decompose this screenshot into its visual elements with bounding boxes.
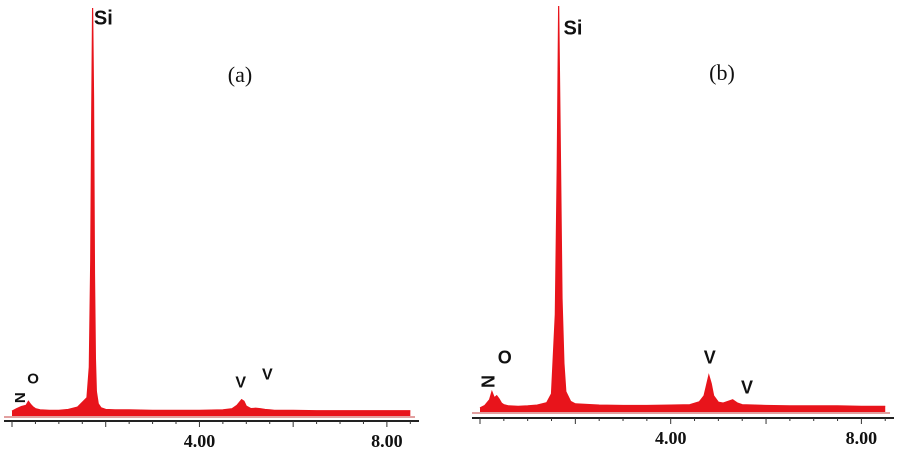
panel-label-b: (b) xyxy=(709,60,735,85)
chart-b: 4.00 8.00 Si ON V V (b) xyxy=(472,5,894,448)
peak-label-si-a: Si xyxy=(94,7,113,29)
x-tick-label-a: 4.00 xyxy=(184,431,216,451)
spectrum-area-a xyxy=(12,8,411,416)
panel-label-a: (a) xyxy=(228,62,252,87)
spectrum-line-b xyxy=(479,5,886,409)
peak-label-n-a: N xyxy=(12,392,29,403)
x-tick-label-b: 4.00 xyxy=(655,428,687,448)
spectrum-line-a xyxy=(11,7,411,412)
x-tick-label-a: 8.00 xyxy=(371,431,403,451)
panel-a: 4.00 8.00 Si O N V V (a) xyxy=(0,0,440,457)
chart-a: 4.00 8.00 Si ON V V (a) xyxy=(4,7,419,451)
peak-label-v-a: V xyxy=(262,366,273,383)
spectrum-area-b xyxy=(480,6,886,412)
peak-label-o-b: O xyxy=(498,347,512,367)
x-tick-label-b: 8.00 xyxy=(846,428,878,448)
peak-label-v-b: V xyxy=(704,347,716,367)
peak-label-v-b: V xyxy=(741,378,753,398)
panel-b: 4.00 8.00 Si O N V V (b) xyxy=(460,0,919,457)
peak-label-v-a: V xyxy=(235,374,246,391)
peak-label-n-b: N xyxy=(478,375,498,388)
peak-label-o-a: O xyxy=(27,370,39,387)
peak-label-si-b: Si xyxy=(564,17,583,39)
